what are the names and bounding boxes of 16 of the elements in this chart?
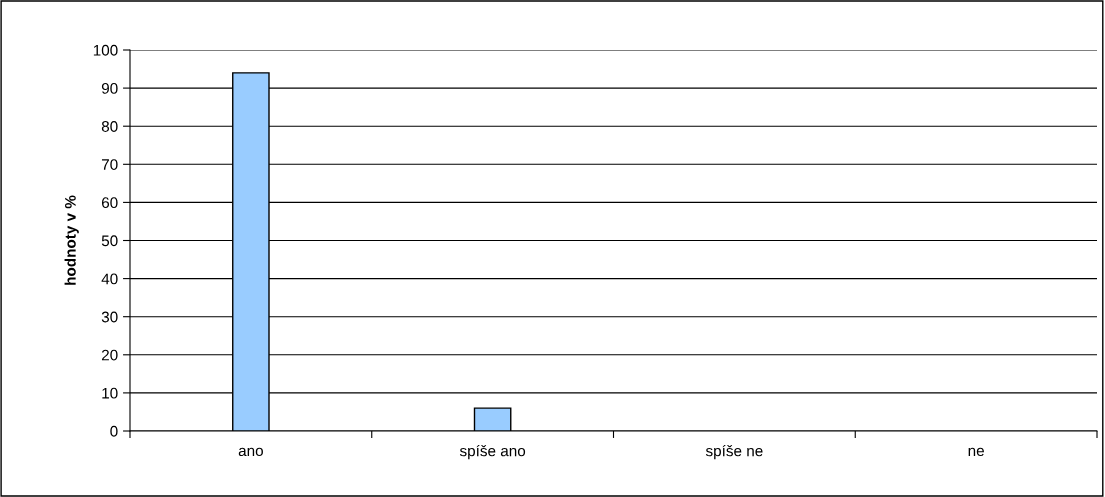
y-tick-label: 70: [101, 159, 118, 170]
y-tick-label: 20: [101, 349, 118, 361]
x-tick-label: ne: [968, 447, 984, 457]
x-tick-label: ano: [238, 447, 263, 457]
x-tick-label: spíše ne: [705, 444, 763, 460]
y-tick-label: 80: [101, 121, 118, 132]
y-tick-label: 30: [101, 311, 118, 323]
x-tick-label: spíše ano: [459, 444, 526, 460]
y-tick-label: 0: [110, 425, 118, 437]
y-tick-label: 50: [101, 235, 118, 247]
y-tick-label: 10: [102, 387, 118, 399]
y-tick-label: 40: [101, 273, 118, 285]
y-tick-label: 60: [101, 197, 118, 209]
y-tick-label: 90: [101, 82, 118, 94]
y-tick-label: 100: [93, 44, 118, 56]
y-axis-title: hodnoty v %: [64, 195, 79, 285]
